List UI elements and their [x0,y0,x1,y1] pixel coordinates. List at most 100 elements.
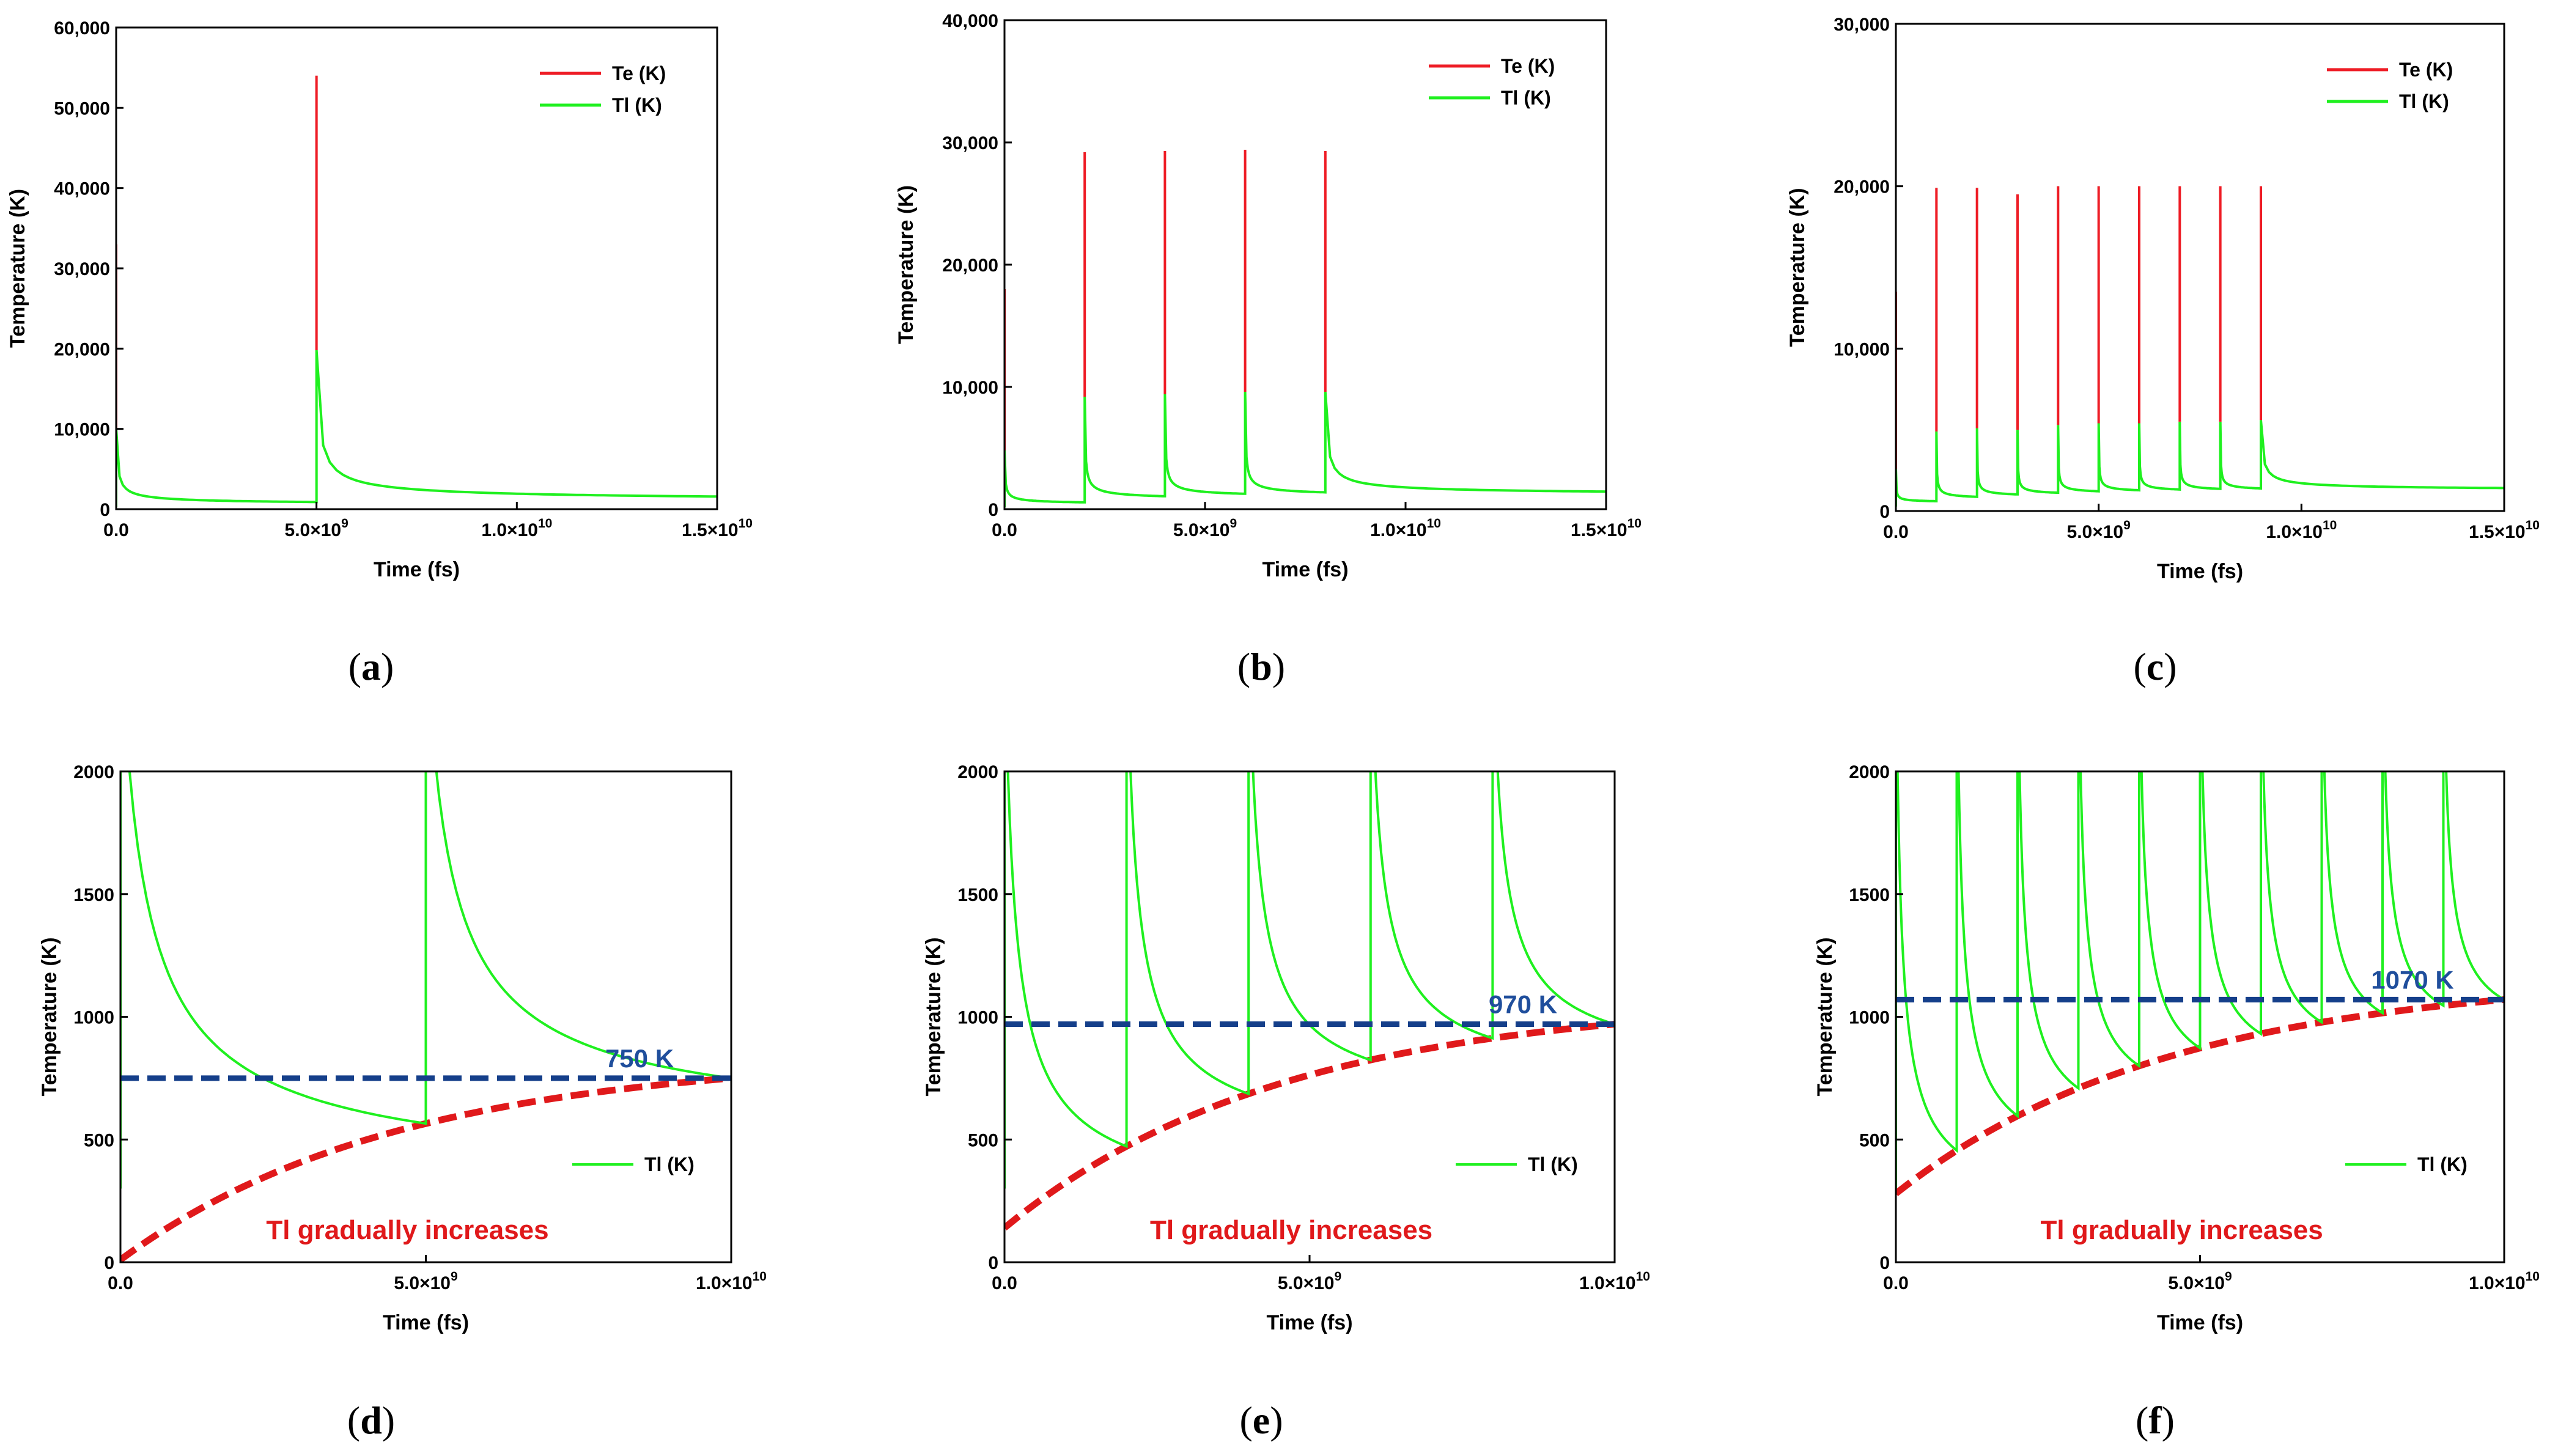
x-tick-label: 1.5×1010 [2469,518,2540,542]
x-tick-label: 5.0×109 [2067,518,2131,542]
x-tick-label: 5.0×109 [2168,1270,2232,1293]
plot-area-e [1004,771,1615,1231]
plot-area-c [1896,186,2504,507]
y-tick-label: 30,000 [1834,15,1890,35]
y-tick-label: 10,000 [942,378,998,398]
y-tick-label: 1000 [73,1008,114,1028]
x-tick-label: 1.5×1010 [1571,517,1642,540]
legend-entry: Tl (K) [2417,1153,2468,1175]
x-tick-label: 0.0 [992,520,1017,540]
x-tick-label: 0.0 [992,1273,1017,1293]
y-tick-label: 0 [988,1253,998,1273]
legend-entry: Tl (K) [2399,90,2449,112]
x-axis-title: Time (fs) [1266,1311,1352,1334]
y-axis-title: Temperature (K) [922,937,945,1096]
y-tick-label: 2000 [957,762,998,782]
x-axis-title: Time (fs) [374,558,460,581]
x-tick-label: 5.0×109 [285,517,348,540]
x-tick-label: 5.0×109 [1173,517,1237,540]
tl-series-line [120,771,731,1189]
legend-entry: Te (K) [2399,59,2453,81]
x-tick-label: 1.0×1010 [1370,517,1441,540]
y-tick-label: 0 [100,500,110,520]
y-tick-label: 10,000 [1834,339,1890,359]
panel-label: (d) [347,1399,395,1442]
y-tick-label: 20,000 [942,256,998,276]
x-tick-label: 1.0×1010 [481,517,552,540]
panel-d: 750 K Tl gradually increases 0 500 1000 1500 2… [38,762,767,1442]
tl-series-line [1896,771,2504,1189]
annotation-text: Tl gradually increases [266,1215,548,1245]
x-tick-label: 1.0×1010 [696,1270,767,1293]
y-tick-label: 500 [968,1130,998,1150]
x-tick-label: 5.0×109 [1278,1270,1341,1293]
y-tick-label: 1500 [1849,885,1890,905]
x-tick-label: 1.5×1010 [682,517,753,540]
y-tick-label: 60,000 [54,18,110,39]
y-tick-label: 0 [988,500,998,520]
x-axis-title: Time (fs) [383,1311,469,1334]
plot-area-d [120,771,731,1262]
x-axis-title: Time (fs) [2157,560,2243,583]
legend-entry: Tl (K) [1501,87,1551,109]
plot-area-f [1896,771,2504,1196]
tl-series-line [1896,420,2504,507]
plot-area-b [1004,150,1606,507]
panel-c: 0 10,000 20,000 30,000 0.0 5.0×109 1.0×1010 1.5… [1786,15,2540,688]
y-tick-label: 1000 [1849,1008,1890,1028]
y-tick-label: 1500 [73,885,114,905]
panel-label: (f) [2136,1399,2175,1442]
y-tick-label: 1500 [957,885,998,905]
level-label: 1070 K [2371,965,2453,994]
panel-f: 1070 K Tl gradually increases 0 500 1000 1500… [1813,762,2540,1442]
y-tick-label: 40,000 [54,179,110,199]
y-axis-title: Temperature (K) [1786,188,1809,347]
y-tick-label: 0 [1879,1253,1890,1273]
y-tick-label: 2000 [73,762,114,782]
y-axis-title: Temperature (K) [38,937,61,1096]
plot-area-a [116,75,717,507]
annotation-text: Tl gradually increases [2041,1215,2323,1245]
tl-series-line [116,350,717,507]
x-tick-label: 0.0 [1883,1273,1909,1293]
legend-entry: Tl (K) [1528,1153,1578,1175]
x-tick-label: 0.0 [1883,522,1909,542]
panel-label: (a) [348,645,394,688]
legend-entry: Te (K) [612,62,666,84]
legend-entry: Tl (K) [612,94,662,116]
tl-series-line [1004,771,1615,1189]
level-label: 750 K [605,1044,674,1073]
y-tick-label: 30,000 [942,133,998,153]
panel-e: 970 K Tl gradually increases 0 500 1000 1500 2… [922,762,1650,1442]
y-tick-label: 30,000 [54,259,110,279]
x-tick-label: 1.0×1010 [2266,518,2337,542]
panel-label: (b) [1237,645,1285,688]
plot-frame [1895,23,2505,512]
panel-label: (c) [2133,645,2177,688]
tl-series-line [1004,391,1606,507]
x-tick-label: 5.0×109 [394,1270,457,1293]
x-axis-title: Time (fs) [1262,558,1348,581]
y-tick-label: 20,000 [1834,177,1890,197]
y-tick-label: 10,000 [54,420,110,440]
x-tick-label: 1.0×1010 [2469,1270,2540,1293]
y-tick-label: 500 [84,1130,114,1150]
y-tick-label: 1000 [957,1008,998,1028]
x-axis-title: Time (fs) [2157,1311,2243,1334]
y-tick-label: 20,000 [54,339,110,359]
x-tick-label: 0.0 [103,520,129,540]
y-tick-label: 500 [1859,1130,1890,1150]
y-tick-label: 0 [104,1253,114,1273]
legend-entry: Te (K) [1501,55,1555,77]
panel-label: (e) [1239,1399,1283,1442]
y-tick-label: 0 [1879,502,1890,522]
legend-entry: Tl (K) [644,1153,695,1175]
x-tick-label: 1.0×1010 [1579,1270,1650,1293]
panel-b: 0 10,000 20,000 30,000 40,000 0.0 5.0×109 1.0×1… [894,11,1642,688]
annotation-text: Tl gradually increases [1150,1215,1432,1245]
y-axis-title: Temperature (K) [894,185,918,344]
y-tick-label: 50,000 [54,98,110,119]
y-axis-title: Temperature (K) [1813,937,1837,1096]
panel-a: 0 10,000 20,000 30,000 40,000 50,000 60,000 0.0… [6,18,753,688]
